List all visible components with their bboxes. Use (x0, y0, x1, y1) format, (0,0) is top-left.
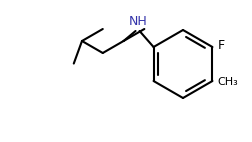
Text: NH: NH (129, 15, 148, 28)
Text: F: F (217, 38, 225, 52)
Text: CH₃: CH₃ (217, 77, 238, 87)
